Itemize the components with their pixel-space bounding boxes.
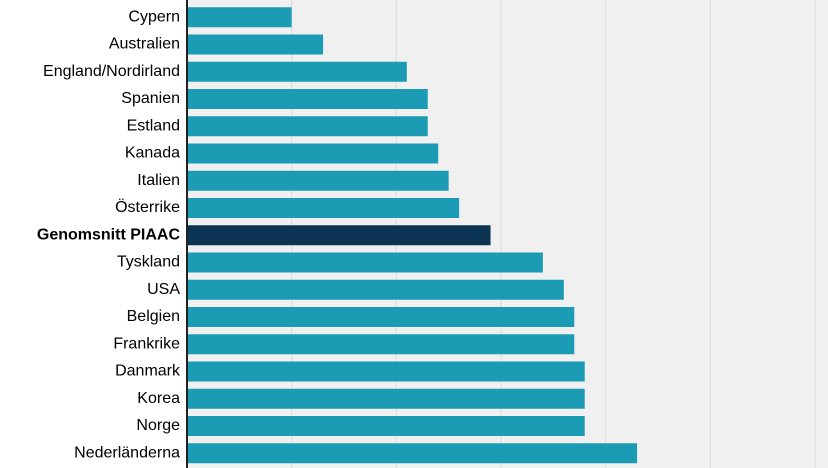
bar xyxy=(187,252,543,273)
y-tick-label: Australien xyxy=(109,36,180,53)
y-tick-label: Korea xyxy=(137,390,180,407)
bar xyxy=(187,279,564,300)
y-tick-label: Danmark xyxy=(115,363,181,380)
y-tick-label: Nederländerna xyxy=(74,444,180,461)
bar xyxy=(187,170,449,191)
bar xyxy=(187,307,575,327)
bar xyxy=(187,61,407,82)
y-tick-label: Estland xyxy=(127,117,180,134)
y-tick-label: Cypern xyxy=(128,8,180,25)
bar xyxy=(187,89,428,109)
y-tick-label: Norge xyxy=(136,417,180,434)
bar xyxy=(187,334,575,355)
bar xyxy=(187,7,292,28)
y-tick-label: Spanien xyxy=(121,90,180,107)
bar xyxy=(187,388,585,409)
bar xyxy=(187,361,585,382)
y-tick-label: England/Nordirland xyxy=(43,63,180,80)
y-tick-label: Österrike xyxy=(115,198,180,216)
y-tick-label: Tyskland xyxy=(117,254,180,271)
bar xyxy=(187,116,428,137)
y-tick-label: Genomsnitt PIAAC xyxy=(37,226,181,243)
bar xyxy=(187,198,460,218)
y-tick-label: Italien xyxy=(137,172,180,189)
y-tick-label: Belgien xyxy=(127,308,180,325)
y-tick-label: Frankrike xyxy=(113,335,180,352)
bar xyxy=(187,143,439,164)
bar xyxy=(187,225,491,246)
y-tick-label: USA xyxy=(147,281,180,298)
bar xyxy=(187,34,324,55)
bar xyxy=(187,416,585,436)
y-tick-label: Kanada xyxy=(125,145,180,162)
bar xyxy=(187,443,638,464)
